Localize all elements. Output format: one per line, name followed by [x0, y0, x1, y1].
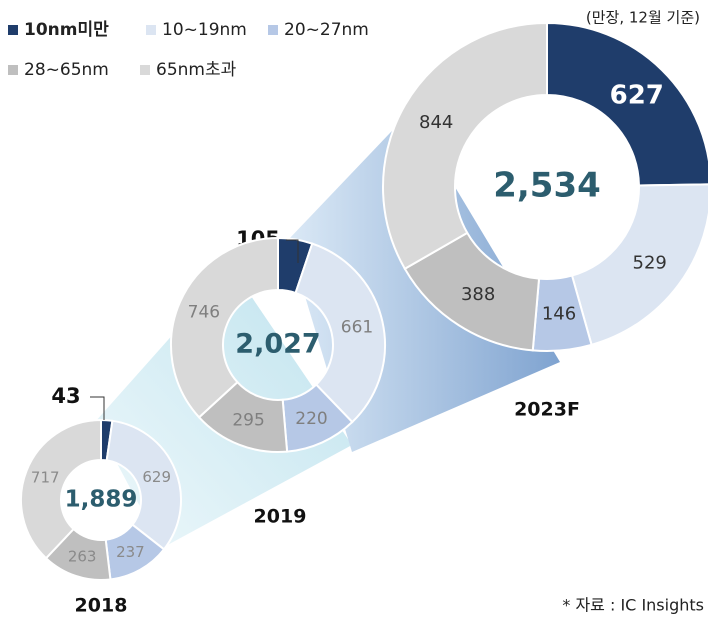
- data-label: 220: [295, 409, 327, 429]
- total-label: 2,027: [235, 329, 320, 360]
- chart-title: 2023F: [514, 399, 580, 421]
- legend-label: 20~27nm: [284, 20, 369, 40]
- legend-swatch: [8, 65, 18, 75]
- data-label: 627: [610, 80, 664, 110]
- legend-label: 10nm미만: [24, 20, 109, 40]
- unit-note: (만장, 12월 기준): [586, 9, 700, 27]
- data-label: 388: [461, 284, 495, 305]
- donut-segment: [294, 242, 386, 424]
- total-label: 1,889: [65, 487, 138, 513]
- chart-title: 2018: [75, 595, 128, 617]
- legend-label: 10~19nm: [162, 20, 247, 40]
- data-label: 844: [419, 112, 453, 133]
- data-label: 263: [68, 547, 97, 565]
- leader-line: [286, 239, 299, 263]
- legend-swatch: [268, 25, 278, 35]
- data-label: 661: [341, 317, 373, 337]
- donut-segment: [546, 21, 708, 187]
- data-label: 746: [188, 302, 220, 322]
- donut-segment: [20, 418, 102, 560]
- data-label: 529: [633, 252, 667, 273]
- legend-swatch: [146, 25, 156, 35]
- data-label: 237: [116, 543, 145, 561]
- legend-swatch: [140, 65, 150, 75]
- legend-swatch: [8, 25, 18, 35]
- data-label: 295: [232, 410, 264, 430]
- chart-title: 2019: [254, 506, 307, 528]
- data-label: 43: [51, 384, 80, 408]
- source: * 자료 : IC Insights: [562, 596, 704, 615]
- total-label: 2,534: [493, 166, 601, 206]
- donut-segment: [382, 21, 548, 271]
- donut-segment: [105, 419, 182, 551]
- data-label: 146: [542, 303, 576, 324]
- donut-segment: [570, 183, 708, 347]
- leader-line: [90, 396, 105, 420]
- legend-label: 65nm초과: [156, 60, 237, 80]
- legend-label: 28~65nm: [24, 60, 109, 80]
- data-label: 629: [142, 468, 171, 486]
- donut-segment: [170, 236, 279, 419]
- data-label: 717: [31, 468, 60, 486]
